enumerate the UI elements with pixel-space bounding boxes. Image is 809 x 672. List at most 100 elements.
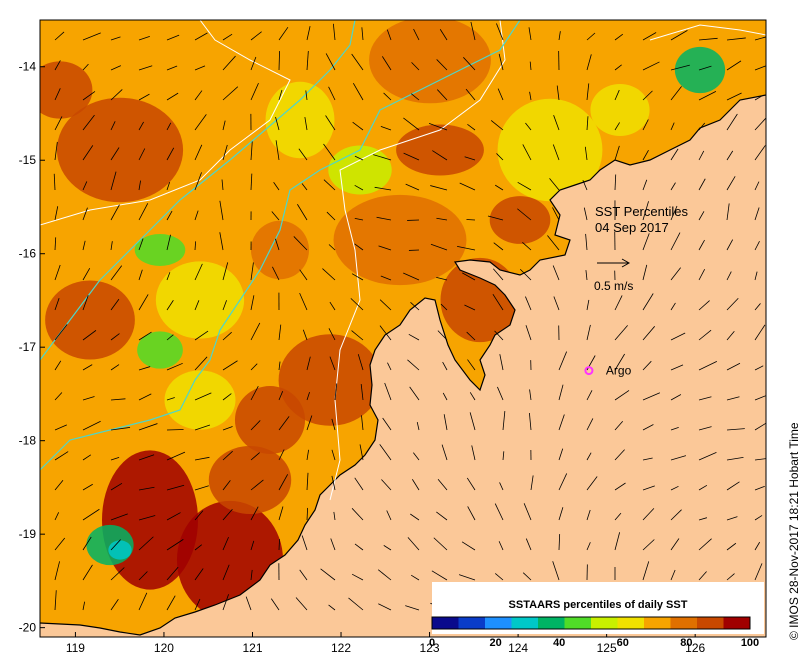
current-vector bbox=[754, 395, 766, 401]
current-vector bbox=[110, 513, 128, 521]
current-vector bbox=[698, 452, 717, 461]
current-vector bbox=[110, 364, 120, 371]
current-vector bbox=[466, 331, 476, 341]
sst-patch bbox=[108, 540, 132, 560]
current-vector bbox=[642, 508, 655, 521]
current-vector bbox=[166, 566, 179, 581]
current-vector bbox=[726, 297, 739, 311]
current-vector bbox=[306, 26, 311, 41]
current-vector bbox=[698, 91, 717, 101]
current-vector bbox=[357, 354, 364, 371]
current-vector bbox=[558, 414, 565, 431]
current-vector bbox=[698, 426, 712, 431]
current-vector bbox=[383, 545, 392, 551]
current-vector-field bbox=[53, 21, 766, 611]
colorbar-tick-label: 20 bbox=[489, 637, 501, 649]
sst-percentile-patches bbox=[40, 20, 726, 620]
current-vector bbox=[442, 392, 448, 401]
current-vector bbox=[698, 269, 706, 281]
current-vector bbox=[138, 93, 150, 101]
current-vector bbox=[670, 64, 690, 71]
colorbar-tick-label: 60 bbox=[617, 637, 629, 649]
current-vector bbox=[584, 146, 588, 161]
current-vector bbox=[194, 544, 203, 551]
current-vector bbox=[614, 390, 630, 401]
current-vector bbox=[490, 120, 504, 131]
current-vector bbox=[354, 184, 364, 191]
current-vector bbox=[54, 88, 61, 101]
current-vector bbox=[529, 389, 532, 401]
current-vector bbox=[82, 145, 94, 161]
current-vector bbox=[670, 205, 678, 221]
current-vector bbox=[250, 479, 264, 491]
current-vector bbox=[278, 416, 290, 431]
current-vector bbox=[642, 392, 661, 401]
current-vector bbox=[726, 457, 744, 461]
x-tick-label: 126 bbox=[685, 641, 705, 655]
current-vector bbox=[377, 569, 392, 581]
y-tick-label: -17 bbox=[19, 340, 37, 354]
x-tick-label: 122 bbox=[331, 641, 351, 655]
current-vector bbox=[585, 233, 588, 251]
current-vector bbox=[466, 219, 476, 221]
current-vector bbox=[354, 543, 364, 551]
current-vector bbox=[222, 55, 236, 71]
current-vector bbox=[698, 300, 710, 311]
current-vector bbox=[250, 569, 253, 581]
current-vector bbox=[614, 353, 625, 371]
current-vector bbox=[467, 123, 476, 131]
current-vector bbox=[328, 244, 336, 251]
current-vector bbox=[166, 272, 171, 281]
current-vector bbox=[586, 116, 589, 131]
current-vector bbox=[166, 34, 180, 41]
current-vector bbox=[670, 86, 682, 101]
current-vector bbox=[354, 218, 364, 221]
current-vector bbox=[138, 294, 149, 311]
current-vector bbox=[110, 456, 120, 461]
current-vector bbox=[54, 392, 63, 401]
argo-marker-icon[interactable] bbox=[584, 366, 594, 376]
latitude-axis: -14 -15 -16 -17 -18 -19 -20 bbox=[19, 60, 45, 635]
current-vector bbox=[403, 117, 420, 131]
current-vector bbox=[726, 330, 735, 341]
current-vector bbox=[54, 31, 65, 41]
current-vector bbox=[547, 235, 560, 251]
current-vector bbox=[306, 392, 310, 401]
x-tick-label: 121 bbox=[242, 641, 262, 655]
current-vector bbox=[222, 480, 231, 491]
current-vector bbox=[433, 537, 448, 551]
current-vector bbox=[457, 245, 476, 251]
argo-float-marker[interactable]: Argo bbox=[584, 364, 632, 378]
current-vector bbox=[553, 296, 560, 311]
current-vector bbox=[194, 485, 209, 491]
current-vector bbox=[499, 354, 504, 371]
current-vector bbox=[320, 568, 336, 581]
current-vector bbox=[726, 176, 736, 191]
y-tick-label: -16 bbox=[19, 247, 37, 261]
sst-patch bbox=[45, 280, 135, 360]
current-vector bbox=[614, 295, 623, 311]
current-vector bbox=[194, 241, 197, 251]
colorbar-tick-label: 0 bbox=[429, 637, 435, 649]
current-vector bbox=[275, 140, 280, 161]
current-vector bbox=[299, 569, 308, 581]
current-vector bbox=[82, 207, 88, 221]
current-vector bbox=[698, 239, 705, 251]
current-vector bbox=[498, 53, 504, 71]
current-vector bbox=[250, 82, 259, 101]
current-vector bbox=[381, 56, 392, 71]
current-vector bbox=[278, 539, 280, 551]
current-vector bbox=[726, 573, 735, 581]
current-vector bbox=[250, 420, 261, 431]
colorbar-swatch bbox=[458, 617, 486, 629]
current-vector bbox=[360, 384, 364, 401]
current-vector bbox=[138, 203, 149, 221]
current-vector bbox=[54, 60, 61, 71]
current-vector bbox=[194, 210, 199, 221]
current-vector bbox=[492, 293, 504, 311]
current-vector bbox=[194, 65, 206, 71]
current-vector bbox=[82, 181, 88, 191]
current-vector bbox=[54, 512, 60, 521]
current-vector bbox=[519, 268, 532, 281]
current-vector bbox=[166, 65, 178, 71]
